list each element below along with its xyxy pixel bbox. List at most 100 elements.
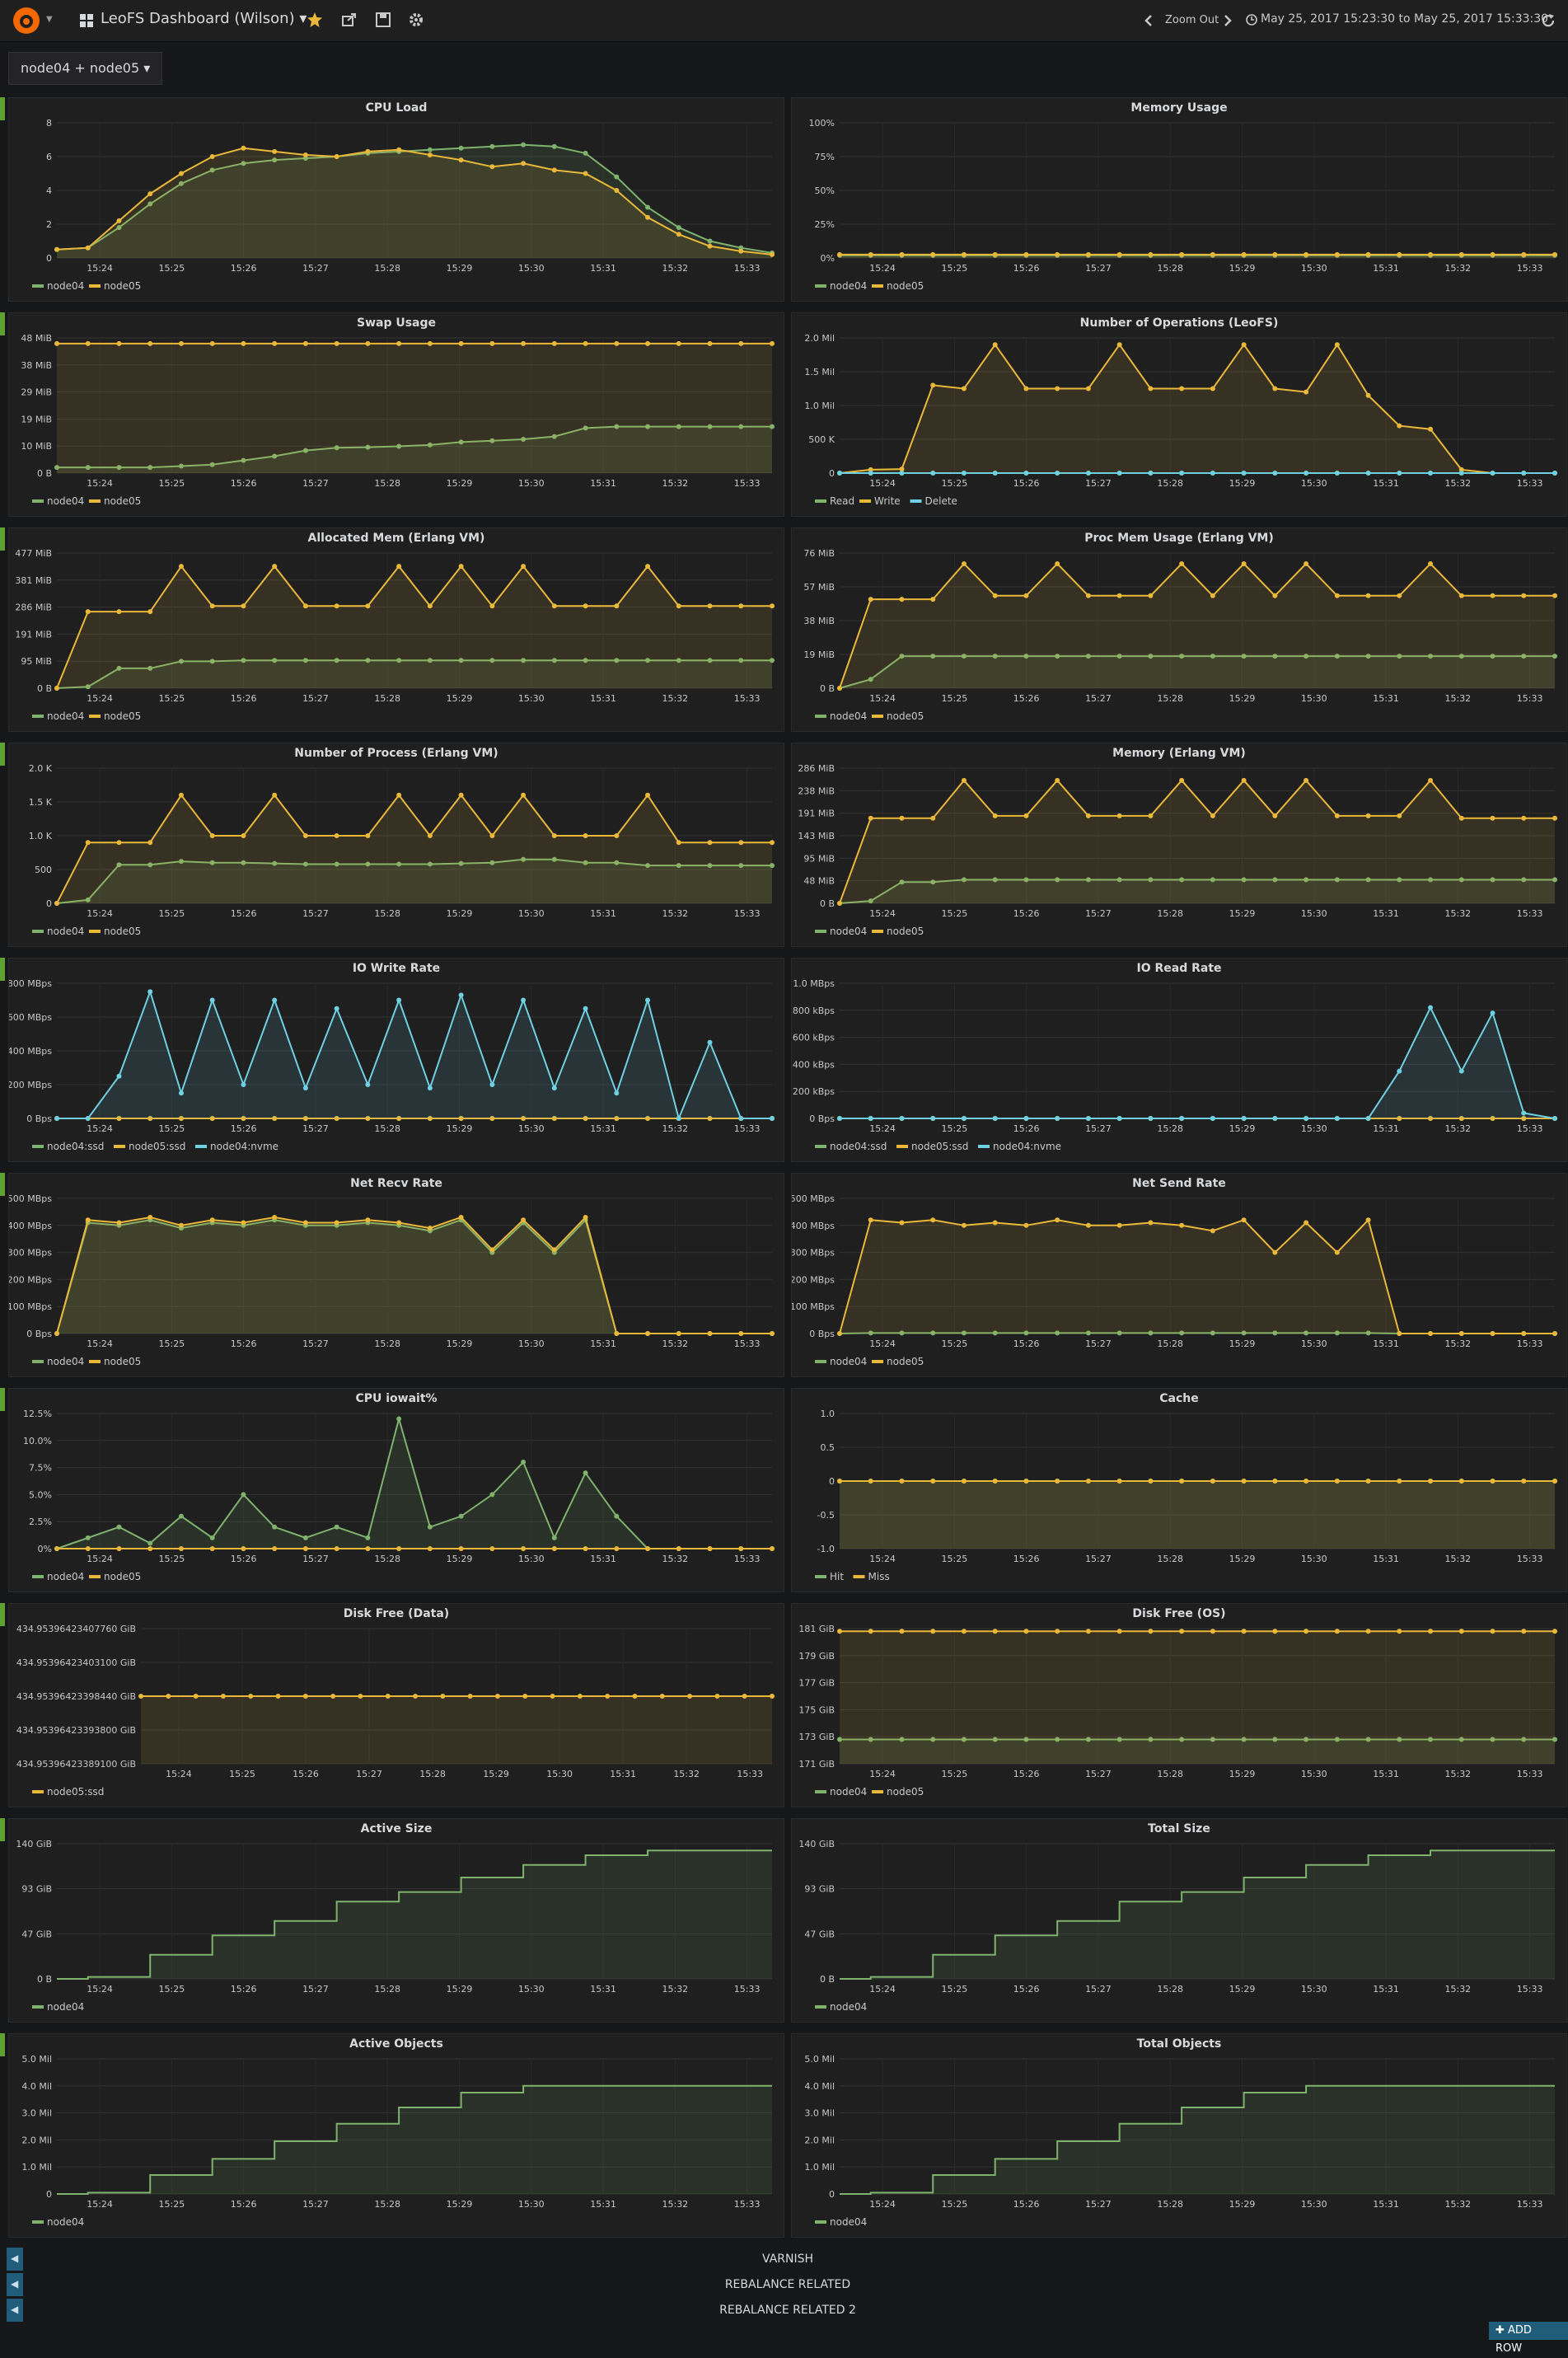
- panel-title[interactable]: Cache: [1159, 1392, 1199, 1405]
- legend-item[interactable]: node04: [47, 2216, 84, 2228]
- panel-title[interactable]: CPU iowait%: [355, 1392, 438, 1405]
- panel-title[interactable]: Net Send Rate: [1132, 1177, 1226, 1190]
- panel-title[interactable]: CPU Load: [365, 101, 428, 115]
- legend-item[interactable]: node05:ssd: [129, 1141, 185, 1152]
- panel-active-objects[interactable]: Active Objects 0 1.0 Mil 2.0 Mil 3.0 Mil 4.0 …: [8, 2033, 784, 2238]
- panel-title[interactable]: Number of Process (Erlang VM): [294, 747, 498, 760]
- panel-title[interactable]: Active Objects: [349, 2037, 443, 2051]
- legend-item[interactable]: node04:nvme: [210, 1141, 278, 1152]
- row-drag-handle[interactable]: [0, 97, 5, 120]
- legend-item[interactable]: node05:ssd: [47, 1786, 104, 1798]
- legend-item[interactable]: node04: [47, 1356, 84, 1367]
- panel-title[interactable]: Memory Usage: [1130, 101, 1228, 115]
- row-collapse-handle[interactable]: ◀: [7, 2273, 23, 2296]
- panel-title[interactable]: Allocated Mem (Erlang VM): [307, 532, 485, 545]
- panel-net-send-rate[interactable]: Net Send Rate 0 Bps 100 MBps 200 MBps 300 MB…: [791, 1173, 1567, 1377]
- panel-active-size[interactable]: Active Size 0 B 47 GiB 93 GiB 140 GiB 15:24 15…: [8, 1818, 784, 2023]
- row-drag-handle[interactable]: [0, 958, 5, 981]
- row-rebalance-related-2[interactable]: REBALANCE RELATED 2: [719, 2304, 856, 2317]
- legend-item[interactable]: Hit: [830, 1571, 844, 1582]
- panel-total-size[interactable]: Total Size 0 B 47 GiB 93 GiB 140 GiB 15:24 15:…: [791, 1818, 1567, 2023]
- legend-item[interactable]: node05: [104, 1356, 141, 1367]
- legend-item[interactable]: node05:ssd: [911, 1141, 968, 1152]
- legend-item[interactable]: node04: [47, 926, 84, 937]
- legend-item[interactable]: node04: [830, 1356, 867, 1367]
- legend-item[interactable]: node04: [830, 2216, 867, 2228]
- row-drag-handle[interactable]: [0, 1173, 5, 1196]
- row-drag-handle[interactable]: [0, 1388, 5, 1411]
- chevron-right-icon[interactable]: [1223, 15, 1233, 26]
- legend-item[interactable]: Delete: [925, 495, 957, 507]
- row-varnish[interactable]: VARNISH: [761, 2253, 813, 2266]
- panel-proc-mem-usage-erlang-vm[interactable]: Proc Mem Usage (Erlang VM) 0 B 19 MiB 38 Mi…: [791, 527, 1567, 732]
- panel-io-read-rate[interactable]: IO Read Rate 0 Bps 200 kBps 400 kBps 600 kBp…: [791, 958, 1567, 1162]
- legend-item[interactable]: node05: [104, 926, 141, 937]
- panel-title[interactable]: Swap Usage: [356, 316, 437, 330]
- legend-item[interactable]: Miss: [868, 1571, 890, 1582]
- legend-item[interactable]: node05: [104, 710, 141, 722]
- legend-item[interactable]: node05: [887, 1356, 924, 1367]
- row-drag-handle[interactable]: [0, 2033, 5, 2056]
- legend-item[interactable]: node04: [830, 926, 867, 937]
- panel-memory-erlang-vm[interactable]: Memory (Erlang VM) 0 B 48 MiB 95 MiB 143 MiB…: [791, 743, 1567, 947]
- settings-icon[interactable]: [408, 12, 424, 28]
- legend-item[interactable]: node05: [887, 280, 924, 292]
- dashboard-title-dropdown[interactable]: LeoFS Dashboard (Wilson) ▾: [101, 10, 307, 27]
- panel-memory-usage[interactable]: Memory Usage 0% 25% 50% 75% 100% 15:24 15:25 15:…: [791, 97, 1567, 302]
- row-drag-handle[interactable]: [0, 1818, 5, 1841]
- panel-number-of-process-erlang-vm[interactable]: Number of Process (Erlang VM) 0 500 1.0 K 1.…: [8, 743, 784, 947]
- legend-item[interactable]: node05: [887, 926, 924, 937]
- panel-cpu-load[interactable]: CPU Load 0 2 4 6 8 15:24 15:25 15:26 15:27 15:28 15…: [8, 97, 784, 302]
- legend-item[interactable]: node04: [830, 710, 867, 722]
- panel-title[interactable]: Net Recv Rate: [350, 1177, 442, 1190]
- panel-title[interactable]: Disk Free (OS): [1132, 1607, 1226, 1620]
- panel-title[interactable]: IO Write Rate: [352, 962, 441, 975]
- star-icon[interactable]: [307, 12, 323, 28]
- panel-io-write-rate[interactable]: IO Write Rate 0 Bps 200 MBps 400 MBps 600 MB…: [8, 958, 784, 1162]
- panel-title[interactable]: Active Size: [360, 1822, 433, 1835]
- legend-item[interactable]: node05: [887, 1786, 924, 1798]
- legend-item[interactable]: node04:ssd: [830, 1141, 887, 1152]
- panel-disk-free-data[interactable]: Disk Free (Data) 434.95396423389100 GiB 43…: [8, 1603, 784, 1807]
- legend-item[interactable]: node04: [47, 280, 84, 292]
- legend-item[interactable]: node04:nvme: [993, 1141, 1061, 1152]
- panel-title[interactable]: Number of Operations (LeoFS): [1079, 316, 1279, 330]
- legend-item[interactable]: node04:ssd: [47, 1141, 104, 1152]
- legend-item[interactable]: node05: [104, 495, 141, 507]
- save-icon[interactable]: [375, 12, 391, 28]
- panel-swap-usage[interactable]: Swap Usage 0 B 10 MiB 19 MiB 29 MiB 38 MiB 48 …: [8, 312, 784, 517]
- time-range-picker[interactable]: May 25, 2017 15:23:30 to May 25, 2017 15…: [1261, 12, 1549, 26]
- legend-item[interactable]: node04: [47, 2001, 84, 2013]
- row-drag-handle[interactable]: [0, 527, 5, 551]
- panel-title[interactable]: Total Size: [1148, 1822, 1210, 1835]
- panel-title[interactable]: Proc Mem Usage (Erlang VM): [1084, 532, 1274, 545]
- panel-allocated-mem-erlang-vm[interactable]: Allocated Mem (Erlang VM) 0 B 95 MiB 191 Mi…: [8, 527, 784, 732]
- share-icon[interactable]: [341, 12, 358, 28]
- panel-cpu-iowait[interactable]: CPU iowait% 0% 2.5% 5.0% 7.5% 10.0% 12.5% 15:24…: [8, 1388, 784, 1592]
- zoom-out-button[interactable]: Zoom Out: [1165, 14, 1219, 26]
- panel-net-recv-rate[interactable]: Net Recv Rate 0 Bps 100 MBps 200 MBps 300 MB…: [8, 1173, 784, 1377]
- panel-title[interactable]: Total Objects: [1136, 2037, 1222, 2051]
- row-drag-handle[interactable]: [0, 743, 5, 766]
- add-row-button[interactable]: ✚ ADD ROW: [1489, 2322, 1568, 2355]
- legend-item[interactable]: Read: [830, 495, 854, 507]
- row-drag-handle[interactable]: [0, 1603, 5, 1626]
- legend-item[interactable]: node04: [47, 710, 84, 722]
- row-collapse-handle[interactable]: ◀: [7, 2299, 23, 2322]
- refresh-icon[interactable]: [1541, 13, 1556, 28]
- grafana-logo-icon[interactable]: [12, 6, 41, 35]
- panel-title[interactable]: Disk Free (Data): [343, 1607, 450, 1620]
- legend-item[interactable]: node04: [47, 495, 84, 507]
- panel-cache[interactable]: Cache -1.0 -0.5 0 0.5 1.0 15:24 15:25 15:26 15:27…: [791, 1388, 1567, 1592]
- row-collapse-handle[interactable]: ◀: [7, 2248, 23, 2271]
- legend-item[interactable]: node04: [830, 280, 867, 292]
- panel-title[interactable]: IO Read Rate: [1136, 962, 1222, 975]
- legend-item[interactable]: node04: [830, 1786, 867, 1798]
- legend-item[interactable]: node04: [47, 1571, 84, 1582]
- panel-total-objects[interactable]: Total Objects 0 1.0 Mil 2.0 Mil 3.0 Mil 4.0 M…: [791, 2033, 1567, 2238]
- row-drag-handle[interactable]: [0, 312, 5, 335]
- row-rebalance-related[interactable]: REBALANCE RELATED: [724, 2278, 851, 2291]
- legend-item[interactable]: node05: [104, 1571, 141, 1582]
- legend-item[interactable]: node05: [887, 710, 924, 722]
- panel-disk-free-os[interactable]: Disk Free (OS) 171 GiB 173 GiB 175 GiB 177 G…: [791, 1603, 1567, 1807]
